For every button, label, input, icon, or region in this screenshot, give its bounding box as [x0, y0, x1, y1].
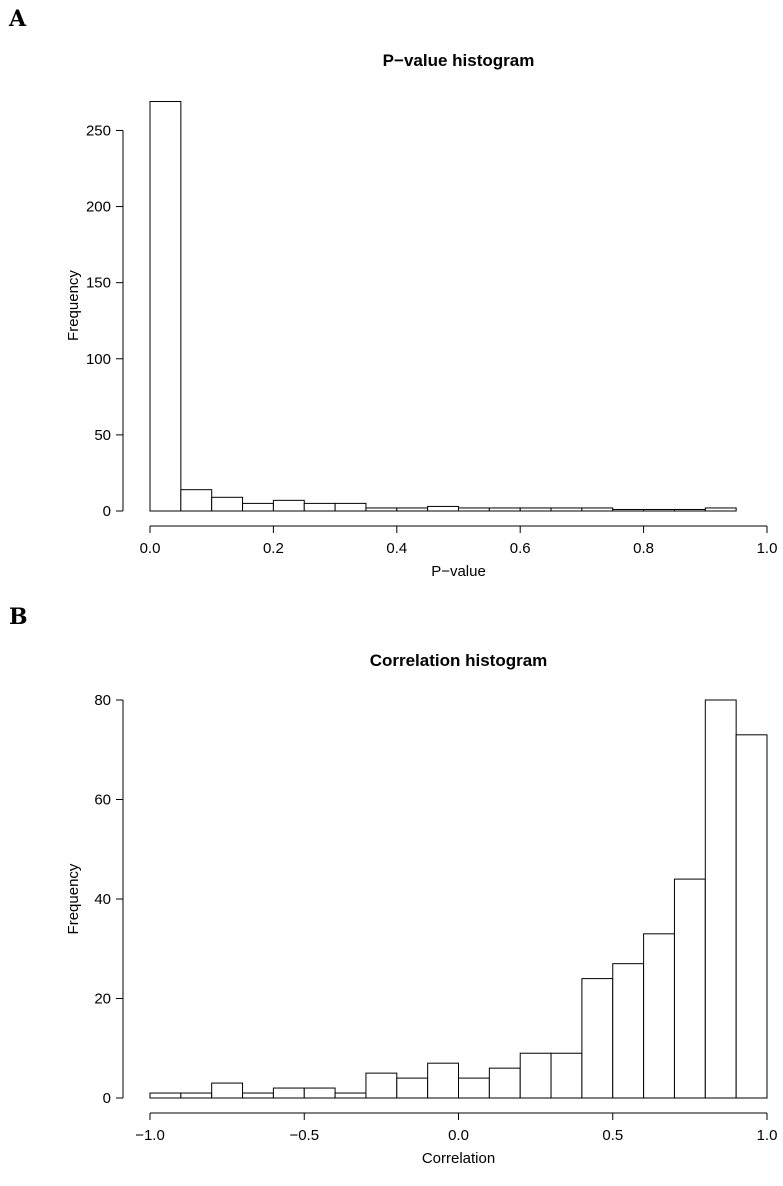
histogram-bar [396, 1077, 429, 1099]
histogram-bar [643, 933, 675, 1099]
histogram-bar [365, 1072, 398, 1099]
histogram-bar [303, 502, 336, 512]
y-tick-label: 150 [86, 275, 111, 292]
histogram-bar [704, 507, 737, 512]
histogram-bar [427, 1062, 459, 1099]
x-axis-label: Correlation [422, 1150, 495, 1167]
histogram-bar [242, 1092, 274, 1099]
x-tick-label: 1.0 [757, 1127, 778, 1144]
y-axis-label: Frequency [65, 863, 82, 934]
y-tick-label: 20 [94, 991, 111, 1008]
x-tick-label: 0.5 [602, 1127, 623, 1144]
x-tick-label: 0.0 [140, 540, 161, 557]
x-tick-label: 0.4 [386, 540, 407, 557]
histogram-bar [673, 508, 706, 512]
x-tick-label: 0.0 [448, 1127, 469, 1144]
histogram-bar [211, 1082, 244, 1099]
histogram-bar [242, 502, 274, 512]
histogram-bar [488, 507, 521, 512]
histogram-bar [149, 101, 182, 512]
x-tick-label: 0.6 [510, 540, 531, 557]
histogram-bar [550, 1052, 583, 1099]
y-tick-label: 100 [86, 351, 111, 368]
histogram-bar [427, 505, 459, 512]
histogram-bar [334, 1092, 367, 1099]
histogram-bar [612, 508, 645, 512]
histogram-bar [303, 1087, 336, 1099]
chart-title: Correlation histogram [370, 651, 548, 670]
y-tick-label: 250 [86, 122, 111, 139]
y-tick-label: 40 [94, 891, 111, 908]
histogram-bar [581, 507, 614, 512]
histogram-bar [272, 499, 305, 512]
p-value-histogram-chart: P−value histogram 0.0 0.2 0.4 0.6 0.8 1.0 P−val… [65, 51, 778, 580]
histogram-bar [519, 507, 552, 512]
histogram-bar [180, 1092, 213, 1099]
histogram-bar [211, 496, 244, 512]
histogram-bar [581, 978, 614, 1099]
histogram-bar [612, 963, 645, 1099]
histogram-bar [735, 734, 768, 1099]
y-tick-label: 60 [94, 792, 111, 809]
histogram-bar [488, 1067, 521, 1099]
chart-title: P−value histogram [383, 51, 535, 70]
x-tick-label: 1.0 [757, 540, 778, 557]
histogram-bar [272, 1087, 305, 1099]
x-axis-label: P−value [431, 563, 486, 580]
histogram-bar [334, 502, 367, 512]
correlation-histogram-chart: Correlation histogram −1.0 −0.5 0.0 0.5 1.0 Co… [65, 651, 778, 1167]
histogram-bar [458, 507, 490, 512]
y-tick-label: 0 [103, 1090, 111, 1107]
x-tick-label: −1.0 [135, 1127, 165, 1144]
x-tick-label: 0.2 [263, 540, 284, 557]
y-axis-label: Frequency [65, 270, 82, 341]
panel-label-a: A [9, 6, 27, 32]
histogram-bar [365, 507, 398, 512]
histogram-bar [673, 878, 706, 1099]
histogram-bar [396, 507, 429, 512]
histogram-bar [519, 1052, 552, 1099]
histogram-bar [643, 508, 675, 512]
y-tick-label: 200 [86, 199, 111, 216]
x-tick-label: 0.8 [633, 540, 654, 557]
histogram-bar [458, 1077, 490, 1099]
x-tick-label: −0.5 [289, 1127, 319, 1144]
histogram-bar [149, 1092, 182, 1099]
histogram-bar [704, 699, 737, 1099]
y-tick-label: 0 [103, 503, 111, 520]
y-tick-label: 80 [94, 692, 111, 709]
panel-label-b: B [9, 604, 28, 630]
histogram-bar [550, 507, 583, 512]
y-tick-label: 50 [94, 427, 111, 444]
histogram-bar [180, 489, 213, 512]
